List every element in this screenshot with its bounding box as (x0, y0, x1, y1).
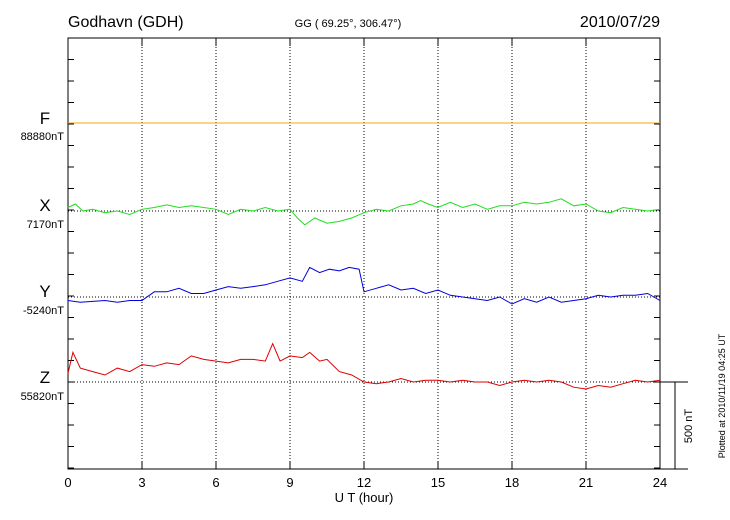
station-coords: GG ( 69.25°, 306.47°) (295, 18, 402, 30)
chart-date: 2010/07/29 (580, 14, 660, 31)
series-name-y: Y (39, 282, 50, 301)
series-line-y (67, 266, 661, 305)
series-traces (67, 122, 661, 390)
x-tick-label-12: 12 (357, 475, 371, 490)
scale-bar-label: 500 nT (683, 409, 695, 444)
x-tick-label-15: 15 (431, 475, 445, 490)
x-tick-labels: 0 3 6 9 12 15 18 21 24 (64, 475, 667, 490)
x-tick-label-9: 9 (286, 475, 293, 490)
plotted-note: Plotted at 2010/11/19 04:25 UT (717, 333, 727, 458)
station-title: Godhavn (GDH) (68, 14, 184, 31)
x-tick-label-18: 18 (505, 475, 519, 490)
x-tick-label-21: 21 (579, 475, 593, 490)
x-tick-label-6: 6 (212, 475, 219, 490)
x-tick-label-24: 24 (653, 475, 667, 490)
series-baseline-x: 7170nT (27, 219, 65, 231)
x-axis-label: U T (hour) (335, 490, 394, 505)
series-name-x: X (39, 196, 50, 215)
series-line-z (67, 342, 661, 390)
series-baseline-y: -5240nT (23, 305, 64, 317)
series-name-z: Z (40, 368, 50, 387)
series-line-x (67, 198, 661, 226)
scale-bar: 500 nT (660, 381, 695, 470)
x-tick-label-3: 3 (138, 475, 145, 490)
plot-area (67, 37, 661, 470)
series-baseline-f: 88880nT (21, 131, 65, 143)
series-name-f: F (40, 109, 50, 128)
x-tick-label-0: 0 (64, 475, 71, 490)
series-baseline-z: 55820nT (21, 391, 65, 403)
component-labels: F 88880nT X 7170nT Y -5240nT Z 55820nT (21, 109, 65, 403)
